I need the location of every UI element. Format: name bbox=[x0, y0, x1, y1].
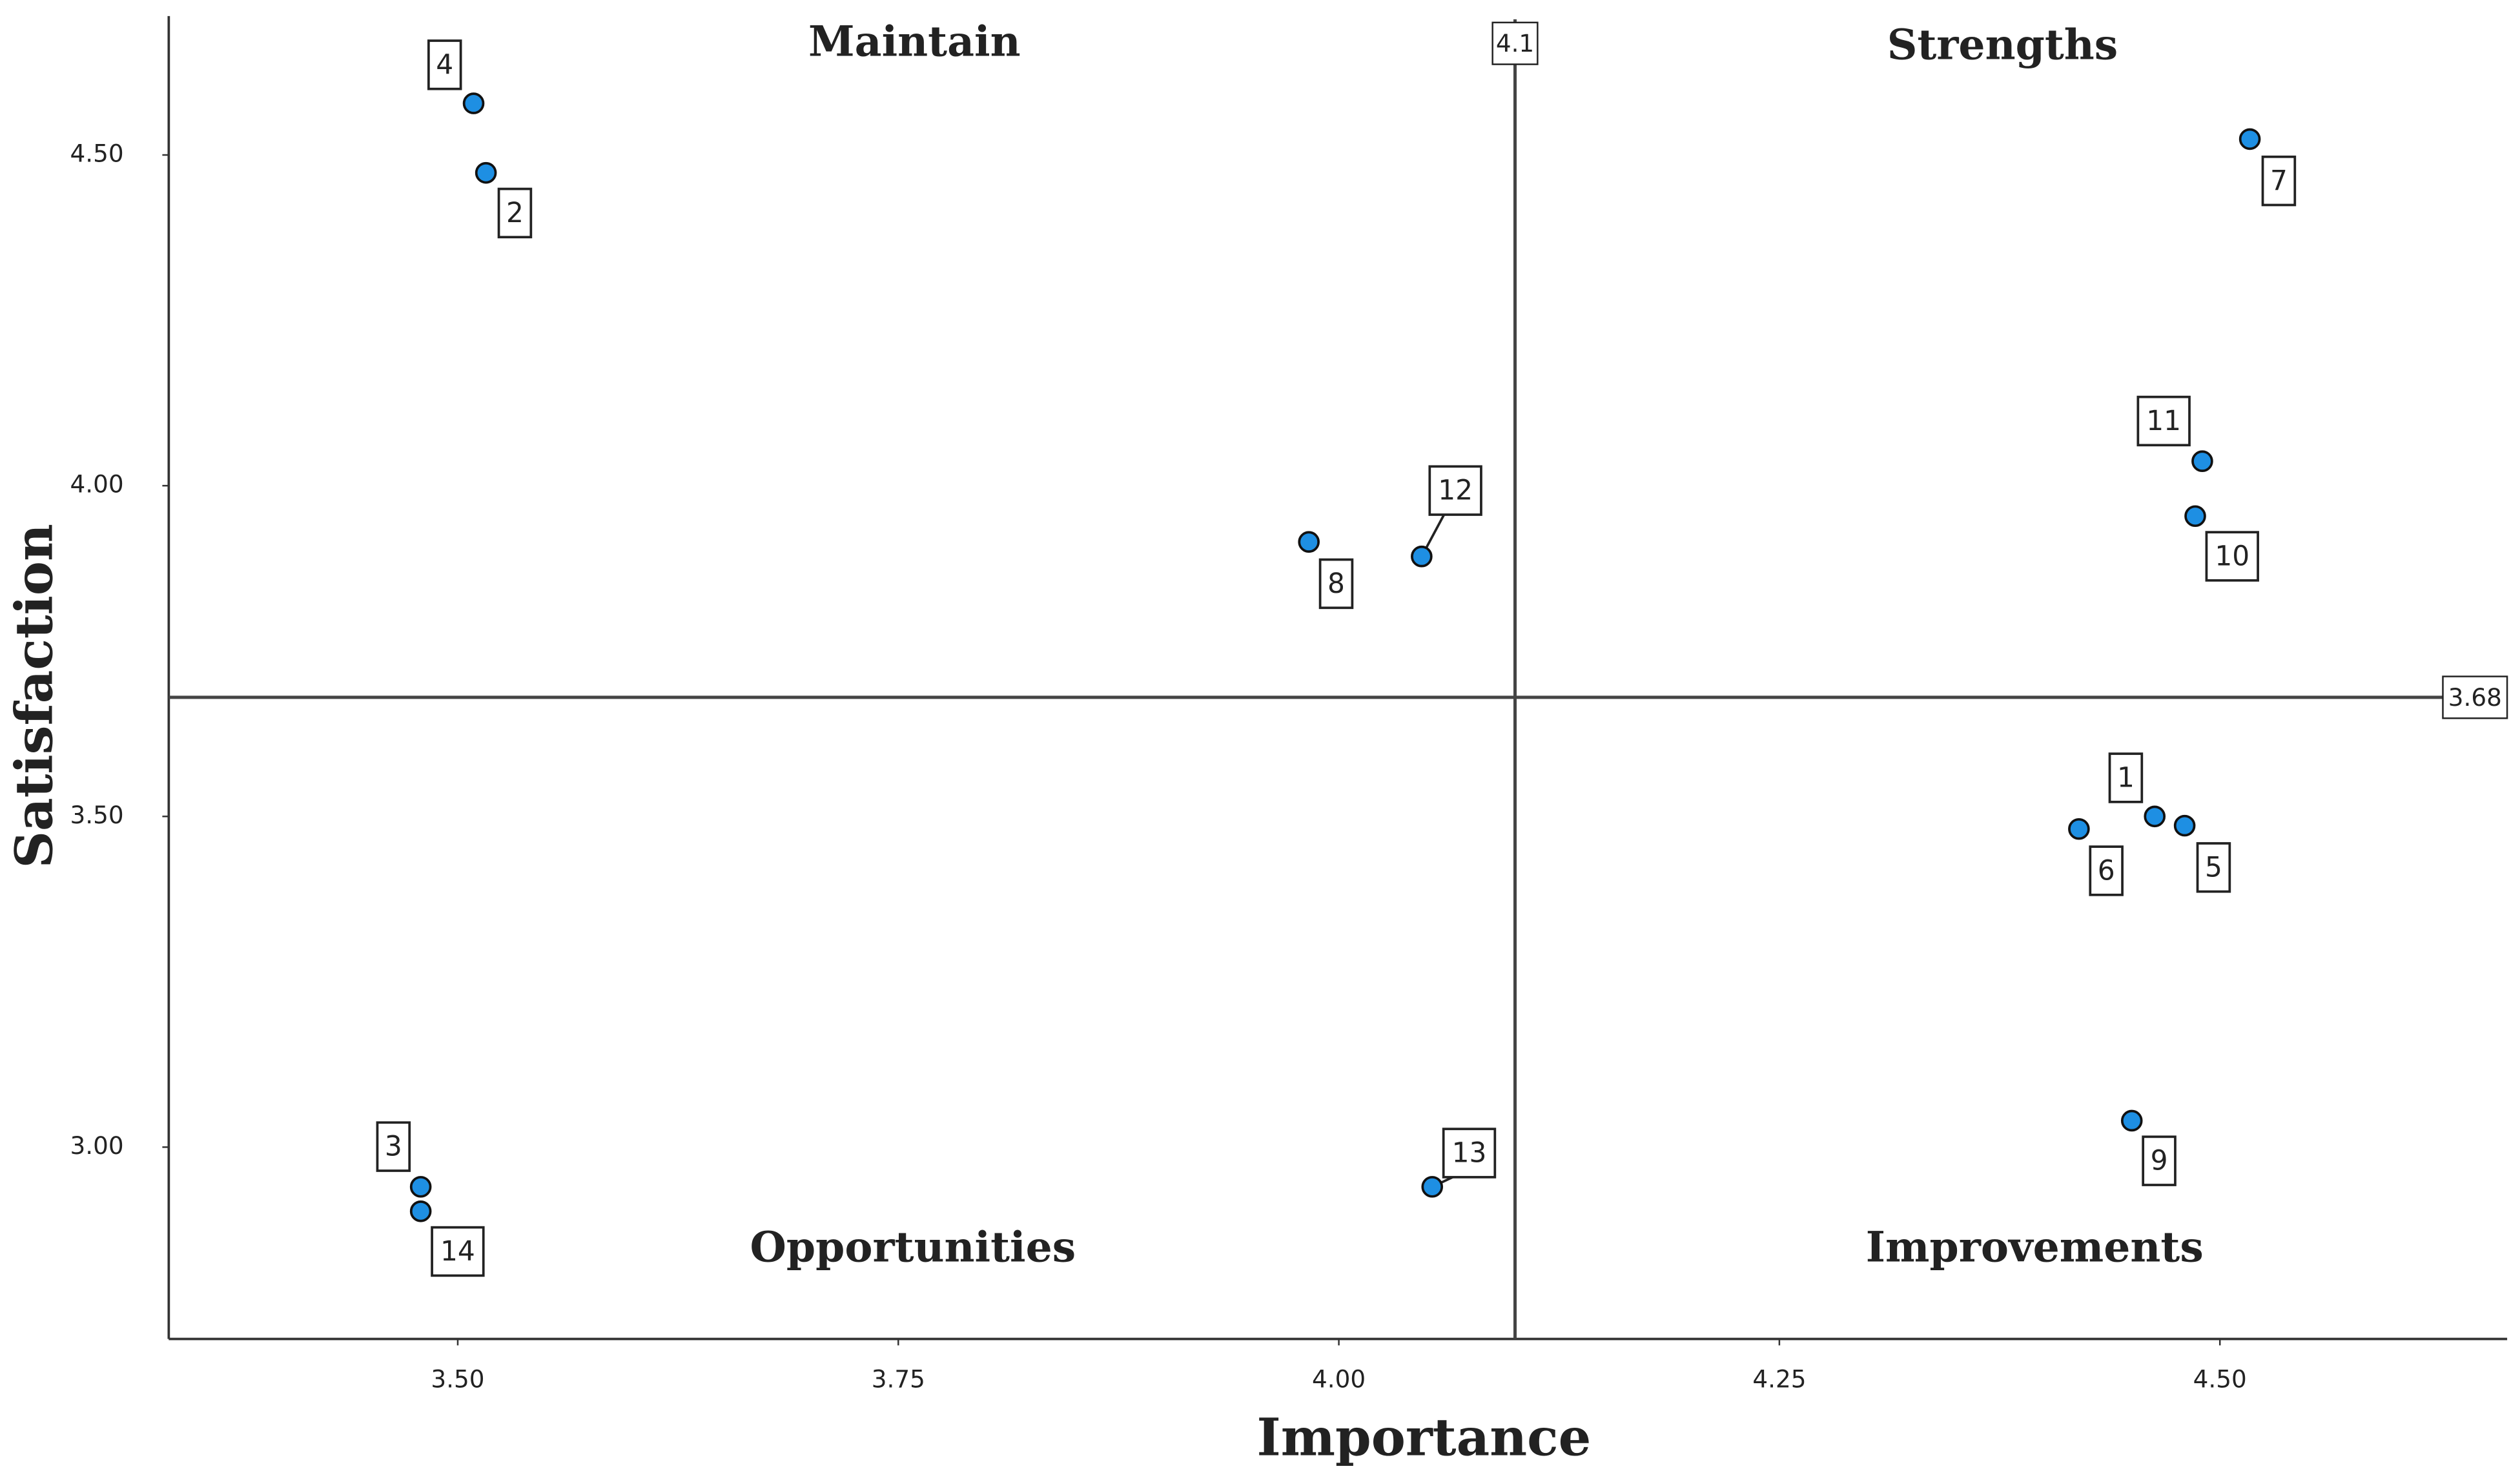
point bbox=[462, 92, 485, 114]
point bbox=[1298, 531, 1320, 553]
quadrant-label: Maintain bbox=[808, 17, 1021, 67]
x-tick-label: 4.50 bbox=[2193, 1365, 2247, 1394]
point-label: 13 bbox=[1452, 1137, 1487, 1169]
point bbox=[2184, 505, 2206, 528]
point-label-box bbox=[497, 187, 533, 239]
y-tick-label: 3.00 bbox=[70, 1131, 124, 1160]
point-label-box bbox=[431, 1226, 485, 1277]
point-label: 11 bbox=[2146, 405, 2181, 437]
point bbox=[409, 1200, 432, 1222]
point-label-box bbox=[427, 39, 462, 90]
point-label-box bbox=[2196, 842, 2231, 893]
quadrant-label: Opportunities bbox=[750, 1223, 1076, 1272]
x-tick-label: 3.50 bbox=[431, 1365, 484, 1394]
quadrant-label: Improvements bbox=[1866, 1223, 2204, 1272]
point-label: 8 bbox=[1327, 568, 1345, 599]
point-label: 10 bbox=[2215, 540, 2249, 571]
point-label: 3 bbox=[385, 1131, 402, 1162]
reference-label: 4.1 bbox=[1496, 29, 1534, 57]
reference-label: 3.68 bbox=[2448, 683, 2502, 712]
point-label: 14 bbox=[440, 1235, 475, 1267]
point-label-box bbox=[2142, 1135, 2177, 1186]
point-label-box bbox=[2089, 845, 2124, 896]
point-label: 6 bbox=[2098, 854, 2115, 886]
point-label-box bbox=[2261, 155, 2297, 207]
y-tick-label: 3.50 bbox=[70, 801, 124, 829]
y-axis-title: Satisfaction bbox=[4, 524, 65, 868]
x-tick-label: 3.75 bbox=[872, 1365, 925, 1394]
point-label-box bbox=[1428, 465, 1482, 516]
point bbox=[2120, 1109, 2143, 1132]
point-label-box bbox=[2136, 395, 2191, 447]
x-tick-label: 4.00 bbox=[1312, 1365, 1366, 1394]
point-label: 7 bbox=[2270, 165, 2288, 196]
y-tick-label: 4.50 bbox=[70, 139, 124, 167]
point bbox=[2173, 814, 2196, 837]
x-axis-title: Importance bbox=[1257, 1407, 1592, 1468]
y-tick-label: 4.00 bbox=[70, 470, 124, 499]
point-label: 5 bbox=[2205, 851, 2222, 883]
point-label: 12 bbox=[1438, 475, 1473, 506]
point bbox=[1421, 1176, 1444, 1198]
quadrant-label: Strengths bbox=[1887, 21, 2118, 70]
point-label-box bbox=[1442, 1127, 1497, 1178]
point bbox=[409, 1176, 432, 1198]
point-label-box bbox=[2108, 752, 2144, 803]
point-label-box bbox=[1318, 558, 1354, 610]
point-label-box bbox=[2205, 531, 2259, 582]
x-tick-label: 4.25 bbox=[1752, 1365, 1806, 1394]
point-label: 4 bbox=[436, 48, 453, 80]
reference-label-box bbox=[2442, 675, 2508, 719]
point-label: 1 bbox=[2117, 762, 2135, 794]
point-label: 2 bbox=[506, 197, 524, 229]
point bbox=[2144, 805, 2166, 828]
point bbox=[1411, 545, 1433, 568]
point-label-box bbox=[376, 1121, 411, 1172]
point bbox=[2068, 818, 2090, 840]
point-label: 9 bbox=[2151, 1145, 2168, 1177]
point bbox=[2238, 128, 2261, 150]
reference-label-box bbox=[1491, 21, 1539, 65]
point bbox=[475, 161, 497, 184]
point bbox=[2191, 450, 2213, 473]
